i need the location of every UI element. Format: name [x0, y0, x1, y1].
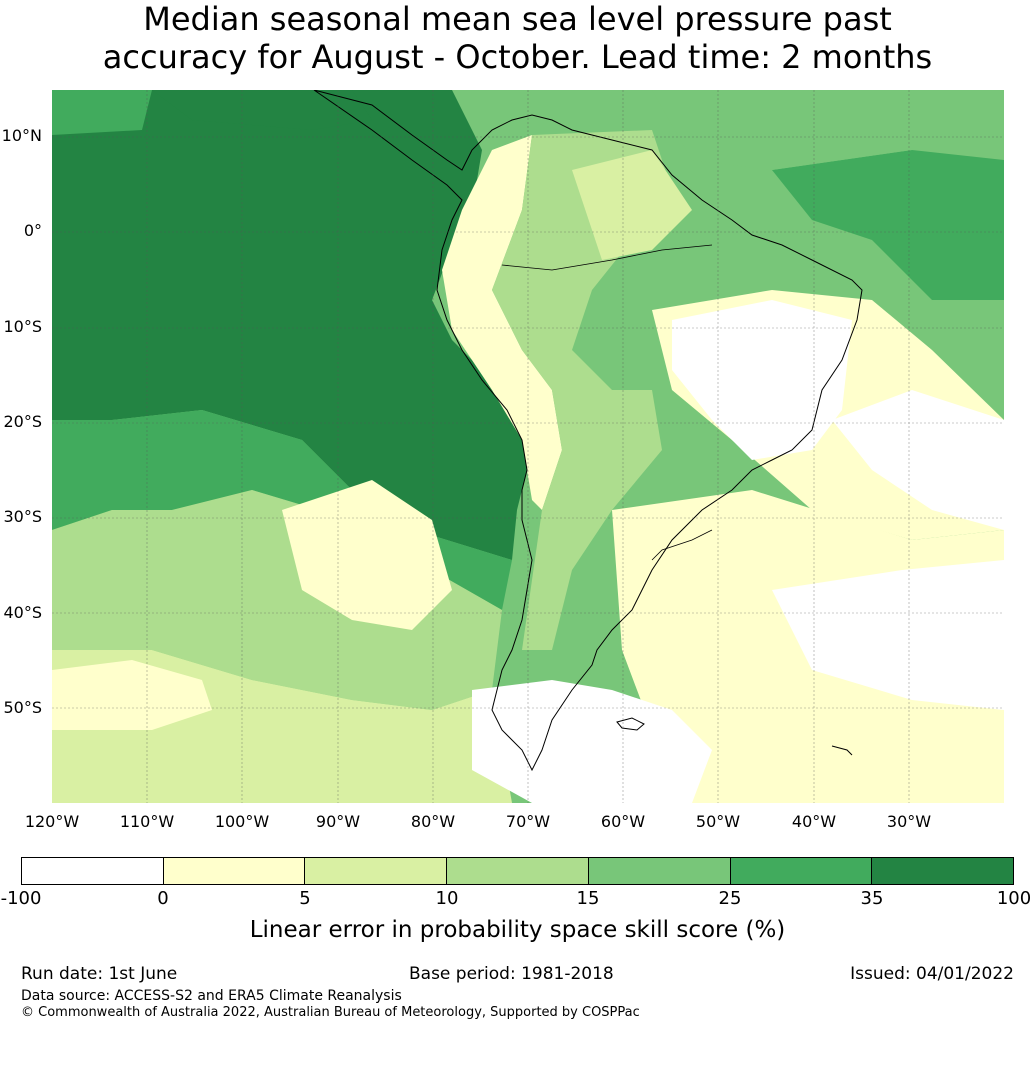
- lat-label-50s: 50°S: [3, 698, 42, 717]
- region-north-atlantic: [652, 90, 1004, 170]
- lat-label-30s: 30°S: [3, 507, 42, 526]
- colorbar-tick: 5: [299, 888, 311, 909]
- base-period: Base period: 1981-2018: [409, 964, 614, 984]
- region-mid-pacific-2: [52, 410, 512, 610]
- amazon-river: [501, 244, 713, 271]
- colorbar-segment: [447, 858, 589, 884]
- title-line-2: accuracy for August - October. Lead time…: [102, 38, 933, 76]
- region-patagonia-white: [472, 680, 712, 803]
- title-line-1: Median seasonal mean sea level pressure …: [143, 0, 892, 38]
- lon-label-110w: 110°W: [119, 812, 175, 831]
- map-title: Median seasonal mean sea level pressure …: [0, 0, 1035, 76]
- data-source: Data source: ACCESS-S2 and ERA5 Climate …: [21, 988, 402, 1004]
- lon-label-80w: 80°W: [410, 812, 456, 831]
- colorbar-tick: 0: [157, 888, 169, 909]
- region-south-atlantic-white: [772, 560, 1004, 710]
- issued-date: Issued: 04/01/2022: [850, 964, 1014, 984]
- run-date: Run date: 1st June: [21, 964, 178, 984]
- region-continent-yellowgreen: [572, 150, 692, 260]
- colorbar-segment: [163, 858, 306, 884]
- colorbar-segment: [22, 858, 164, 884]
- colorbar-segment: [730, 858, 873, 884]
- region-dark-pacific: [52, 90, 527, 560]
- lat-label-10n: 10°N: [1, 126, 42, 145]
- copyright: © Commonwealth of Australia 2022, Austra…: [21, 1005, 640, 1020]
- colorbar-tick: 25: [718, 888, 742, 909]
- skill-score-map: [52, 90, 1004, 803]
- map-canvas: [52, 90, 1004, 803]
- lat-label-0: 0°: [23, 221, 42, 240]
- south-america-coastline: [313, 90, 863, 772]
- lon-label-120w: 120°W: [24, 812, 80, 831]
- region-gulf-dark: [152, 90, 372, 130]
- lon-label-60w: 60°W: [600, 812, 646, 831]
- region-brazil-white: [672, 300, 852, 460]
- lon-label-40w: 40°W: [791, 812, 837, 831]
- colorbar-tick: 10: [435, 888, 459, 909]
- colorbar-tick: 100: [996, 888, 1032, 909]
- region-yellow-south-west: [52, 660, 212, 730]
- colorbar: [21, 857, 1014, 885]
- region-atlantic-white: [832, 390, 1004, 530]
- region-andes-band: [442, 135, 562, 510]
- lat-label-10s: 10°S: [3, 317, 42, 336]
- region-continent-light: [492, 130, 672, 650]
- lon-label-100w: 100°W: [214, 812, 270, 831]
- region-yellow-south-pacific: [282, 480, 452, 630]
- colorbar-segment: [305, 858, 448, 884]
- south-georgia: [831, 745, 853, 756]
- colorbar-tick: 15: [576, 888, 600, 909]
- la-plata-coast: [651, 529, 713, 561]
- falkland-islands: [616, 717, 645, 731]
- lon-label-30w: 30°W: [886, 812, 932, 831]
- colorbar-segment: [872, 858, 1014, 884]
- colorbar-segment: [588, 858, 731, 884]
- lon-label-50w: 50°W: [695, 812, 741, 831]
- colorbar-label: Linear error in probability space skill …: [249, 917, 786, 943]
- colorbar-tick: 35: [860, 888, 884, 909]
- lat-label-40s: 40°S: [3, 603, 42, 622]
- colorbar-tick: -100: [0, 888, 42, 909]
- region-mid-pacific: [52, 90, 152, 135]
- map-gridlines: [52, 90, 1004, 803]
- lat-label-20s: 20°S: [3, 412, 42, 431]
- region-tropical-atlantic: [772, 150, 1004, 300]
- lon-label-70w: 70°W: [505, 812, 551, 831]
- lon-label-90w: 90°W: [315, 812, 361, 831]
